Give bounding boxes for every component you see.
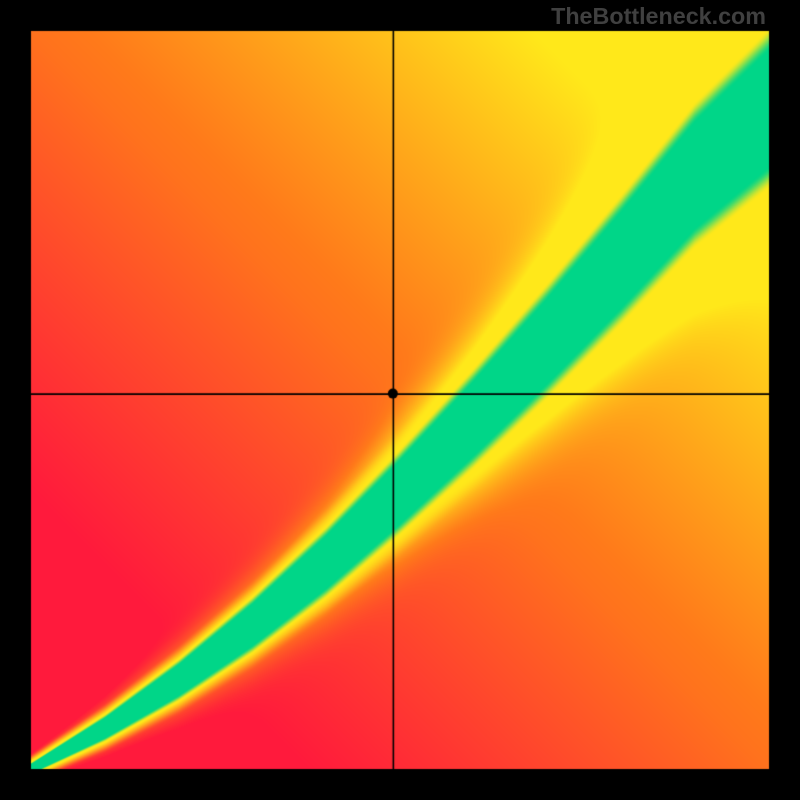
bottleneck-heatmap — [0, 0, 800, 800]
watermark-label: TheBottleneck.com — [551, 3, 766, 30]
chart-container: TheBottleneck.com — [0, 0, 800, 800]
